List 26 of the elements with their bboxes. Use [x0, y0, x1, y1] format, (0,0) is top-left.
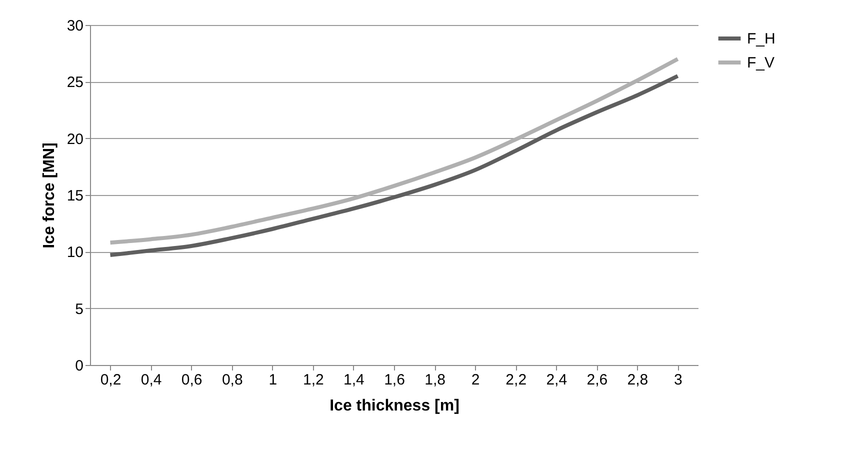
x-tick-label: 1,8 — [424, 372, 446, 388]
legend-label: F_V — [747, 54, 775, 72]
legend-label: F_H — [747, 30, 776, 48]
x-tick-label: 2,4 — [546, 372, 568, 388]
y-tick-label: 25 — [66, 74, 84, 92]
x-tick-label: 2 — [471, 372, 480, 388]
y-tick-label: 15 — [66, 188, 84, 204]
y-tick-label: 10 — [66, 244, 84, 262]
x-tick-label: 3 — [674, 372, 682, 388]
x-tick-label: 2,8 — [627, 372, 648, 388]
y-tick-label: 20 — [66, 130, 84, 148]
y-tick-label: 30 — [66, 18, 84, 34]
x-tick-label: 2,6 — [586, 372, 608, 388]
x-tick-label: 0,6 — [181, 372, 202, 388]
x-tick-label: 1,2 — [303, 372, 324, 388]
x-tick-label: 1 — [268, 372, 278, 388]
x-tick-label: 0,2 — [100, 372, 122, 388]
x-tick-label: 1,6 — [384, 372, 405, 388]
x-tick-label: 0,4 — [140, 372, 162, 388]
y-tick-label: 5 — [75, 300, 84, 318]
y-axis-title: Ice force [MN] — [40, 142, 58, 248]
x-tick-label: 1,4 — [344, 372, 364, 388]
x-tick-label: 2,2 — [506, 372, 527, 388]
x-tick-label: 0,8 — [222, 372, 243, 388]
x-axis-title: Ice thickness [m] — [330, 398, 460, 414]
y-tick-label: 0 — [75, 358, 84, 374]
